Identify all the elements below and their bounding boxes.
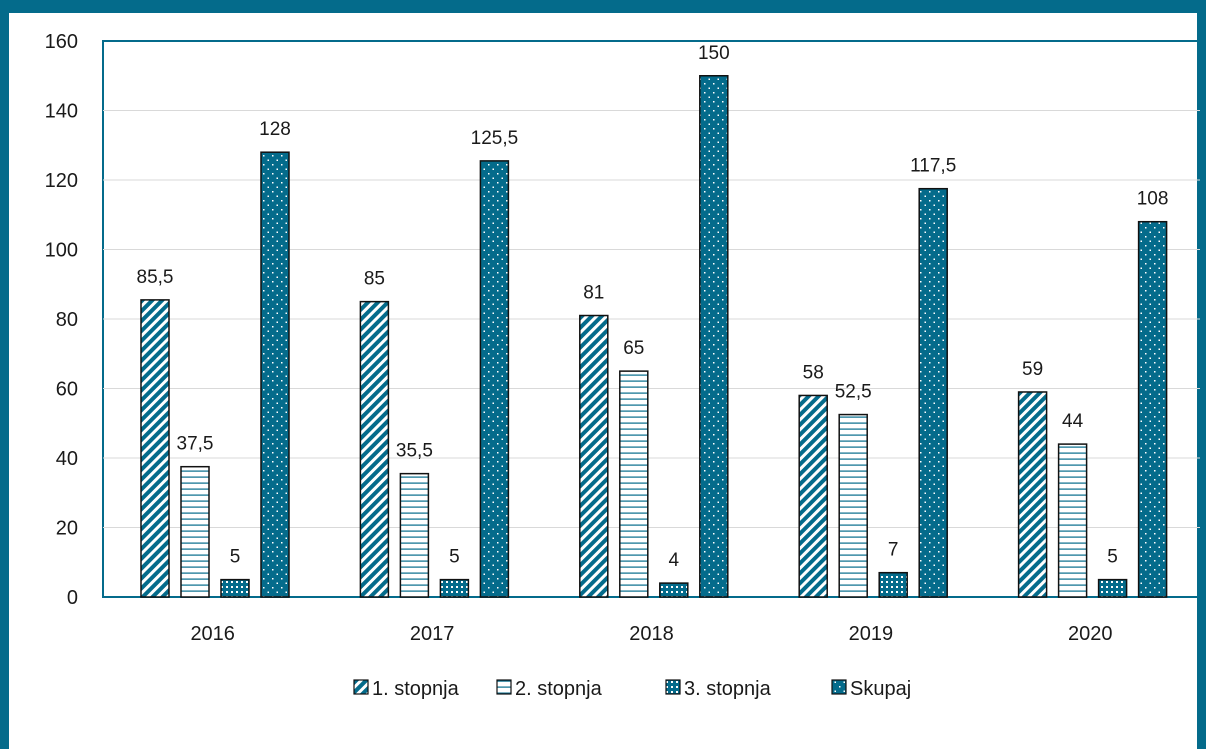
data-label: 58 [803,362,824,383]
bar-3-stopnja-2019 [878,571,908,598]
legend-item: 3. stopnja [665,678,772,700]
data-label: 108 [1137,189,1169,210]
y-tick-label: 40 [56,448,78,470]
legend-item: Skupaj [831,678,911,700]
bar-2-stopnja-2017 [399,472,430,598]
legend-swatch [831,679,847,695]
data-label: 52,5 [835,382,872,403]
bars [140,75,1168,598]
bar-1-stopnja-2020 [1017,391,1048,598]
legend-label: Skupaj [850,678,911,700]
data-label: 37,5 [177,434,214,455]
bar-1-stopnja-2017 [359,300,390,598]
data-label: 4 [669,550,680,571]
legend: 1. stopnja 2. stopnja 3. stopnja Skupaj [353,678,911,700]
data-label: 5 [1107,547,1118,568]
data-labels: 85,5 37,5 5 128 85 35,5 5 125,5 81 65 4 150 58 52,5 7 1… [137,43,1169,571]
bar-skupaj-2019 [918,187,948,598]
legend-label: 1. stopnja [372,678,460,700]
bar-2-stopnja-2016 [180,465,210,598]
data-label: 81 [583,283,604,304]
y-tick-label: 60 [56,379,78,401]
legend-item: 2. stopnja [496,678,603,700]
x-tick-label: 2019 [849,623,894,645]
legend-swatch [353,679,369,695]
y-tick-label: 120 [45,170,78,192]
data-label: 65 [623,338,644,359]
data-label: 5 [230,547,241,568]
data-label: 5 [449,547,460,568]
x-tick-label: 2017 [410,623,455,645]
bar-3-stopnja-2017 [439,578,470,598]
bar-1-stopnja-2018 [579,314,609,598]
bar-1-stopnja-2016 [140,299,170,598]
y-axis-ticks: 0 20 40 60 80 100 120 140 160 [45,31,78,609]
data-label: 85,5 [137,267,174,288]
bar-3-stopnja-2016 [220,578,250,598]
bar-3-stopnja-2020 [1097,578,1128,598]
x-tick-label: 2016 [190,623,235,645]
y-tick-label: 160 [45,31,78,53]
bar-3-stopnja-2018 [659,582,689,598]
data-label: 128 [259,119,291,140]
data-label: 125,5 [471,128,519,149]
x-tick-label: 2018 [629,623,674,645]
bar-skupaj-2017 [479,160,510,598]
bar-skupaj-2020 [1137,220,1168,598]
y-tick-label: 100 [45,240,78,262]
data-label: 59 [1022,359,1043,380]
data-label: 117,5 [910,156,956,177]
legend-swatch [665,679,681,695]
x-axis-ticks: 2016 2017 2018 2019 2020 [190,623,1112,645]
bar-2-stopnja-2018 [619,370,649,598]
legend-item: 1. stopnja [353,678,460,700]
y-tick-label: 0 [67,587,78,609]
legend-label: 2. stopnja [515,678,603,700]
data-label: 85 [364,269,385,290]
bar-1-stopnja-2019 [798,394,828,598]
y-tick-label: 140 [45,101,78,123]
bar-2-stopnja-2019 [838,413,868,598]
data-label: 150 [698,43,730,64]
bar-skupaj-2018 [699,75,729,598]
legend-label: 3. stopnja [684,678,772,700]
bar-2-stopnja-2020 [1057,443,1088,598]
legend-swatch [496,679,512,695]
data-label: 35,5 [396,441,433,462]
y-tick-label: 80 [56,309,78,331]
bar-skupaj-2016 [260,151,290,598]
data-label: 44 [1062,411,1084,432]
x-tick-label: 2020 [1068,623,1113,645]
y-tick-label: 20 [56,518,78,540]
data-label: 7 [888,540,899,561]
